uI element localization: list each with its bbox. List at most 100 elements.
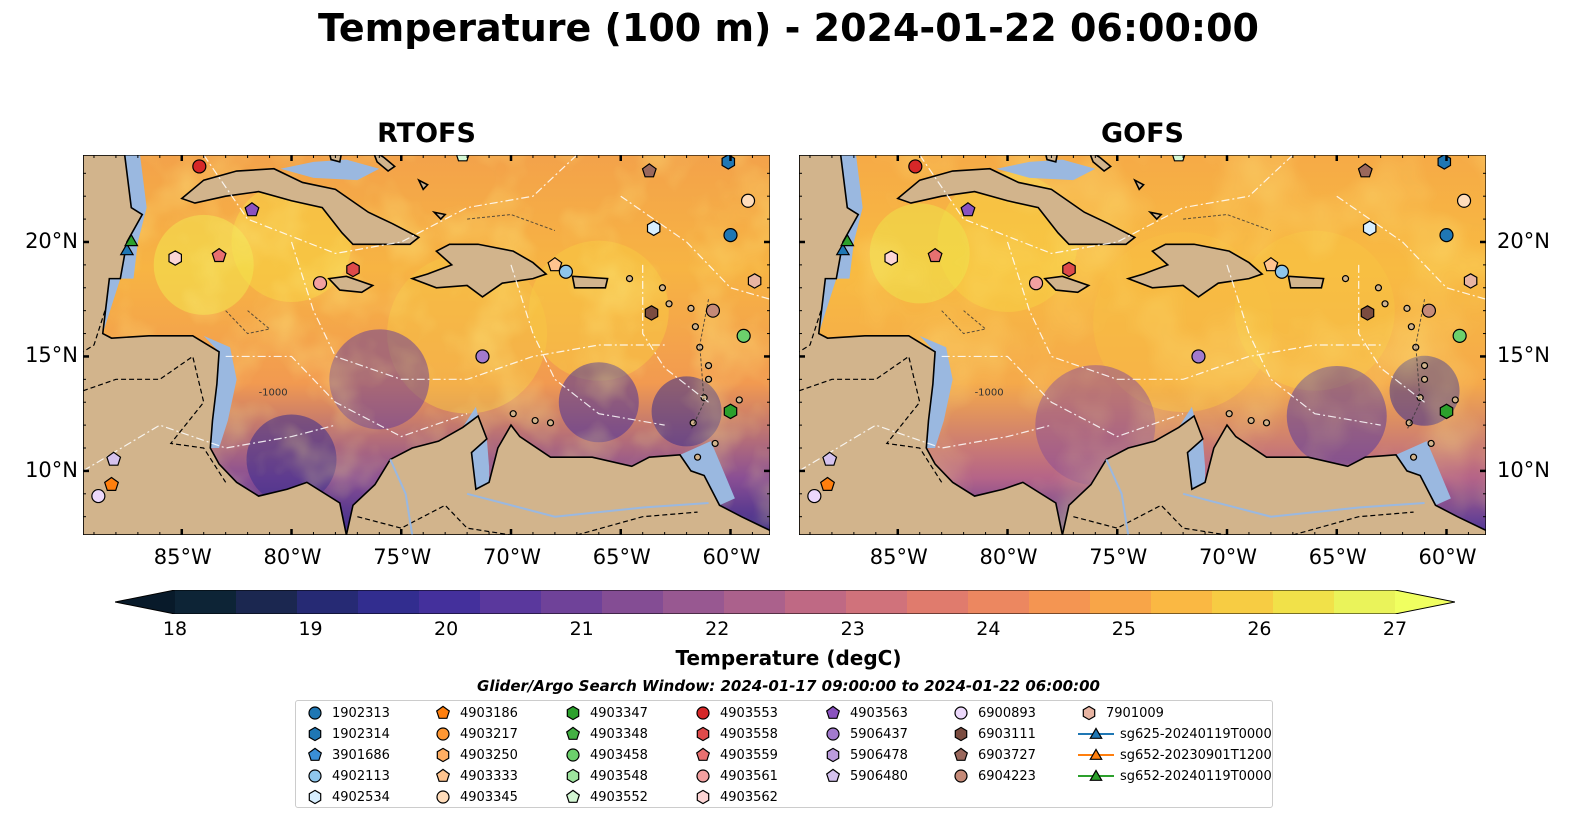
float-marker-4902534 [646, 220, 661, 237]
legend-marker-icon [1078, 748, 1114, 760]
colorbar-tick-label: 26 [1247, 618, 1272, 640]
float-marker-1902313 [1439, 228, 1454, 243]
legend-item-label: 4902113 [332, 768, 390, 784]
legend-pentagon-icon [307, 747, 323, 761]
colorbar-max-extend [1395, 590, 1455, 614]
legend-item-label: 6904223 [978, 768, 1036, 784]
lon-tick-label: 65°W [592, 545, 651, 569]
legend-item-label: 4903186 [460, 705, 518, 721]
colorbar-segment [297, 590, 359, 614]
float-marker-4903345 [740, 193, 756, 208]
legend-hexagon-icon [696, 726, 710, 742]
colorbar-segment [419, 590, 481, 614]
legend-item-label: 4903347 [590, 705, 648, 721]
legend-item: 6903727 [950, 745, 1036, 765]
legend-marker-icon [436, 747, 450, 763]
legend-circle-icon [954, 769, 968, 783]
gofs-panel-title: GOFS [1100, 118, 1184, 149]
legend-marker-icon [308, 726, 322, 742]
lon-tick-label: 75°W [1089, 545, 1148, 569]
float-marker-4903558 [346, 261, 360, 278]
legend-item: 5906480 [822, 766, 908, 786]
legend-pentagon-icon [565, 789, 581, 803]
lon-tick-label: 65°W [1308, 545, 1367, 569]
depth-contour-label: -1000 [975, 387, 1004, 398]
lon-tick-label: 85°W [153, 545, 212, 569]
lat-tick-label: 10°N [1497, 457, 1550, 482]
colorbar-tick-label: 21 [569, 618, 594, 640]
float-marker-sg652-20240119T0000 [840, 233, 855, 247]
float-marker-7901009 [747, 273, 762, 289]
legend-item-label: 4902534 [332, 789, 390, 805]
legend-hexagon-icon [1082, 705, 1096, 721]
legend-hexagon-icon [696, 789, 710, 805]
colorbar-segment [1090, 590, 1152, 614]
float-marker-1902314 [1437, 155, 1452, 170]
legend-item: 7901009 [1078, 703, 1164, 723]
legend-marker-icon [566, 768, 580, 784]
lat-tick-label: 10°N [25, 457, 78, 482]
colorbar-segment [480, 590, 542, 614]
legend-circle-icon [696, 706, 710, 720]
legend-marker-icon [954, 706, 968, 720]
float-marker-4903561 [312, 276, 328, 291]
colorbar-tick-label: 27 [1382, 618, 1408, 640]
legend-item: 4903558 [692, 724, 778, 744]
legend-marker-icon [696, 706, 710, 720]
legend-circle-icon [954, 706, 968, 720]
legend-hexagon-icon [436, 747, 450, 763]
legend-item: 4903562 [692, 787, 778, 807]
float-marker-4903562 [168, 250, 183, 266]
colorbar-segment [1334, 590, 1396, 614]
legend-item-label: 4903348 [590, 726, 648, 742]
float-marker-4903561 [1028, 276, 1044, 291]
legend-marker-icon [1078, 769, 1114, 781]
float-marker-4903559 [211, 247, 227, 263]
legend-marker-icon [307, 747, 323, 761]
float-marker-1902313 [723, 228, 738, 243]
colorbar-segment [846, 590, 908, 614]
float-marker-6903111 [1360, 305, 1375, 321]
float-marker-4903563 [244, 202, 260, 217]
float-marker-6904223 [705, 303, 721, 318]
lon-tick-label: 80°W [979, 545, 1038, 569]
lon-tick-label: 70°W [1199, 545, 1257, 569]
lon-tick-label: 85°W [869, 545, 928, 569]
legend-circle-icon [436, 790, 450, 804]
legend-title: Glider/Argo Search Window: 2024-01-17 09… [477, 677, 1100, 695]
legend-circle-icon [436, 727, 450, 741]
float-marker-4903347 [1439, 403, 1454, 420]
legend-item-label: 4903217 [460, 726, 518, 742]
legend-item-label: 4903458 [590, 747, 648, 763]
legend-item-label: 4903548 [590, 768, 648, 784]
legend-marker-icon [826, 747, 840, 763]
legend-circle-icon [826, 727, 840, 741]
float-marker-4903186 [819, 476, 836, 491]
legend-item: 4903250 [432, 745, 518, 765]
colorbar-tick-label: 24 [976, 618, 1001, 640]
legend-marker-icon [566, 705, 580, 721]
legend-hexagon-icon [308, 726, 322, 742]
legend-hexagon-icon [308, 789, 322, 805]
lon-tick-label: 70°W [483, 545, 541, 569]
legend-item-label: 6903111 [978, 726, 1036, 742]
float-marker-sg625-20240119T0000 [119, 242, 135, 256]
lon-tick-label: 60°W [1418, 545, 1477, 569]
float-marker-4903552 [1171, 155, 1186, 162]
gofs-map: -1000 [799, 155, 1486, 535]
lon-tick-label: 60°W [702, 545, 761, 569]
legend-triangle-icon [1089, 727, 1103, 739]
float-marker-7901009 [1463, 273, 1478, 289]
legend-pentagon-icon [435, 768, 451, 782]
float-marker-5906437 [1191, 349, 1206, 364]
legend-item-label: 5906437 [850, 726, 908, 742]
colorbar-tick-label: 18 [162, 618, 188, 640]
colorbar-tick-label: 23 [840, 618, 865, 640]
float-marker-6903111 [644, 305, 659, 321]
float-marker-4903345 [1456, 193, 1472, 208]
legend-item: 4903345 [432, 787, 518, 807]
lat-tick-label: 15°N [1497, 343, 1550, 368]
colorbar-tick-label: 25 [1111, 618, 1136, 640]
legend-item-label: sg625-20240119T0000 [1120, 726, 1272, 742]
legend-pentagon-icon [953, 747, 969, 761]
